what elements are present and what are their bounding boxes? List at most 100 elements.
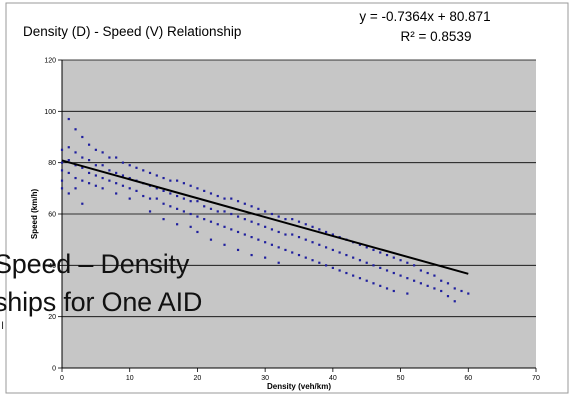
scatter-point	[318, 261, 321, 264]
r-squared-label: R² = 0.8539	[401, 29, 472, 44]
scatter-point	[236, 200, 240, 203]
scatter-point	[216, 210, 219, 213]
scatter-point	[209, 207, 213, 210]
gridlines	[62, 59, 536, 318]
scatter-point	[101, 187, 104, 190]
scatter-point	[311, 225, 314, 228]
scatter-point	[264, 225, 267, 228]
y-axis-label: Speed (km/h)	[30, 189, 39, 240]
scatter-point	[277, 261, 280, 264]
scatter-point	[284, 233, 287, 236]
scatter-point	[108, 156, 111, 159]
scatter-point	[372, 282, 375, 285]
scatter-point	[87, 171, 91, 175]
scatter-point	[297, 253, 301, 257]
scatter-point	[115, 182, 118, 185]
scatter-point	[203, 218, 206, 221]
scatter-point	[142, 194, 145, 198]
scatter-point	[243, 202, 246, 205]
y-tick-label: 60	[48, 212, 56, 219]
scatter-point	[148, 197, 152, 200]
scatter-point	[203, 189, 206, 192]
scatter-point	[399, 259, 402, 262]
y-tick-label: 0	[52, 366, 56, 373]
scatter-point	[176, 207, 179, 210]
scatter-point	[121, 174, 125, 177]
scatter-point	[176, 179, 179, 182]
scatter-point	[169, 205, 172, 208]
scatter-point	[352, 274, 355, 277]
scatter-point	[67, 146, 70, 149]
scatter-point	[81, 202, 84, 205]
scatter-point	[94, 164, 97, 167]
scatter-point	[67, 117, 70, 121]
scatter-point	[270, 228, 274, 231]
scatter-point	[291, 218, 294, 221]
scatter-point	[440, 289, 443, 293]
scatter-point	[379, 251, 382, 254]
x-tick-label: 50	[397, 375, 405, 382]
scatter-point	[264, 241, 267, 244]
scatter-point	[385, 287, 389, 290]
y-tick-label: 120	[44, 58, 56, 65]
scatter-point	[284, 248, 287, 252]
scatter-point	[257, 207, 260, 210]
scatter-point	[189, 225, 192, 228]
scatter-point	[277, 215, 280, 218]
scatter-point	[365, 261, 368, 264]
scatter-point	[365, 279, 368, 282]
y-tick-label: 20	[48, 314, 56, 321]
scatter-point	[162, 218, 165, 221]
scatter-point	[324, 264, 328, 267]
scatter-point	[419, 269, 422, 272]
scatter-point	[148, 171, 152, 175]
scatter-point	[74, 151, 77, 154]
scatter-point	[392, 271, 395, 275]
scatter-point	[264, 210, 267, 213]
y-tick-label: 40	[48, 263, 56, 270]
scatter-point	[196, 230, 199, 234]
scatter-point	[67, 159, 70, 162]
scatter-point	[406, 292, 409, 295]
scatter-point	[162, 189, 165, 192]
trendline	[61, 159, 469, 275]
scatter-point	[338, 269, 341, 272]
scatter-point	[338, 251, 341, 254]
scatter-point	[277, 246, 280, 249]
x-tick-label: 0	[60, 375, 64, 382]
scatter-point	[399, 274, 402, 277]
scatter-point	[121, 161, 125, 164]
scatter-point	[318, 243, 321, 246]
scatter-point	[379, 284, 382, 287]
scatter-point	[189, 184, 192, 187]
scatter-point	[345, 271, 348, 275]
scatter-point	[413, 264, 416, 267]
scatter-point	[81, 156, 84, 159]
scatter-point	[209, 192, 213, 195]
scatter-point	[467, 292, 470, 295]
scatter-point	[196, 215, 199, 218]
scatter-point	[433, 274, 436, 277]
scatter-point	[81, 135, 84, 139]
scatter-point	[196, 187, 199, 190]
scatter-point	[230, 228, 233, 231]
scatter-point	[209, 238, 213, 241]
data-points	[60, 117, 470, 303]
scatter-point	[60, 169, 64, 172]
axes: 0 20 40 60 80 100 120 0 10 20 30 40 50 60 70	[44, 58, 540, 383]
scatter-point	[284, 218, 287, 221]
scatter-point	[176, 223, 179, 226]
x-tick-label: 30	[261, 375, 269, 382]
scatter-point	[189, 212, 192, 216]
regression-equation: y = -0.7364x + 80.871	[359, 9, 490, 24]
scatter-point	[189, 200, 192, 203]
scatter-point	[291, 233, 294, 236]
scatter-point	[182, 182, 185, 185]
scatter-point	[216, 223, 219, 226]
scatter-point	[67, 192, 70, 195]
scatter-point	[453, 300, 456, 303]
trendline-layer	[61, 159, 469, 275]
scatter-point	[277, 230, 280, 234]
scatter-point	[94, 174, 97, 177]
